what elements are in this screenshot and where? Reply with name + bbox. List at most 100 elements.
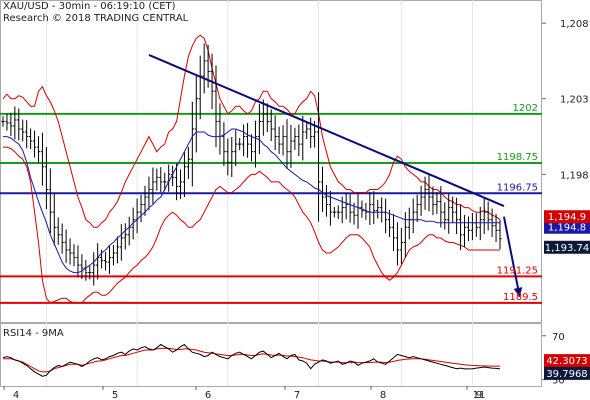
rsi-panel: RSI14 - 9MA 30 70 42.3073 39.7968 <box>2 328 590 387</box>
price-bar <box>466 216 471 242</box>
level-label: 1198.75 <box>497 152 538 163</box>
price-bar <box>478 206 482 241</box>
price-bar <box>1 116 5 127</box>
level-label: 1189.5 <box>503 292 538 303</box>
price-bar <box>427 175 431 212</box>
horizontal-levels <box>0 112 542 304</box>
price-bar <box>395 222 400 266</box>
price-bar <box>190 101 194 187</box>
price-bar <box>249 134 254 162</box>
price-bar <box>119 224 123 261</box>
price-tag-moving-average: 1,194.8 <box>544 220 590 234</box>
rsi-tick-label: 70 <box>552 332 565 343</box>
price-bar <box>242 124 246 157</box>
price-bar <box>76 245 80 278</box>
price-bar <box>123 223 127 250</box>
price-axis: 1,198 1,203 1,208 <box>542 19 589 181</box>
price-bar <box>305 121 309 140</box>
time-tick-label: 4 <box>13 390 19 400</box>
price-bar <box>151 167 155 204</box>
rsi-tag-text: 42.3073 <box>546 356 587 367</box>
trend-annotations <box>148 53 523 298</box>
price-tags: 1,194.8 1,193.74 1,194.9 <box>544 210 590 254</box>
price-bar <box>391 214 396 252</box>
price-bar <box>52 194 56 246</box>
price-bar <box>435 192 439 214</box>
price-bar <box>423 176 427 210</box>
price-bar <box>455 197 459 235</box>
time-axis: 4 5 6 7 8 911 <box>3 386 486 400</box>
price-tag-box <box>544 240 590 254</box>
price-bar <box>139 194 143 222</box>
price-tick-label: 1,198 <box>560 170 589 181</box>
price-tick-label: 1,203 <box>560 95 589 106</box>
price-bar <box>316 92 321 222</box>
price-bar <box>72 244 76 267</box>
price-bar <box>415 194 419 222</box>
price-bar <box>340 196 344 224</box>
price-bar <box>88 265 92 280</box>
price-bar <box>222 122 226 167</box>
time-tick-label: 11 <box>473 390 486 400</box>
price-bar <box>238 138 242 151</box>
price-bar <box>245 122 250 158</box>
price-bar <box>92 252 96 286</box>
price-bar <box>253 120 258 168</box>
level-label: 1196.75 <box>497 182 538 193</box>
price-bar <box>458 204 463 250</box>
price-bar <box>17 108 21 141</box>
price-tag-current: 1,193.74 <box>544 240 590 254</box>
price-bar <box>111 244 116 266</box>
price-bar <box>44 147 48 210</box>
moving-average <box>3 128 500 274</box>
price-bar <box>344 192 348 220</box>
price-bar <box>293 127 297 150</box>
price-bar <box>115 236 119 264</box>
price-bar <box>25 120 29 149</box>
price-bar <box>29 128 33 150</box>
price-bar <box>60 223 64 254</box>
price-bar <box>486 201 490 231</box>
price-bar <box>447 193 451 234</box>
price-bar <box>103 252 108 271</box>
price-bar <box>462 215 467 247</box>
price-bar <box>269 109 273 142</box>
price-panel-frame <box>0 0 542 323</box>
price-tag-box <box>544 220 590 234</box>
price-bar <box>13 106 17 140</box>
copyright-notice: Research © 2018 TRADING CENTRAL <box>3 13 189 24</box>
price-tag-text: 1,194.8 <box>548 223 586 234</box>
price-bar <box>261 99 265 136</box>
moving-average-line <box>3 128 500 274</box>
price-bar <box>482 197 486 235</box>
price-bar <box>155 168 159 191</box>
price-bar <box>5 113 9 131</box>
time-tick-label: 5 <box>112 390 118 400</box>
price-bar <box>320 166 325 213</box>
price-bar <box>273 115 277 151</box>
time-tick-label: 9 <box>476 390 482 400</box>
price-bar <box>387 209 392 238</box>
rsi-label: RSI14 - 9MA <box>3 328 64 339</box>
price-bar <box>332 206 336 218</box>
price-bar <box>9 112 13 137</box>
level-label: 1191.25 <box>497 265 538 276</box>
price-bar <box>143 185 147 216</box>
price-bar <box>281 125 285 156</box>
price-bar <box>48 168 52 234</box>
projection-arrow-line <box>502 216 521 298</box>
price-bar <box>451 196 455 224</box>
bollinger-upper-band <box>2 34 501 228</box>
bollinger-bands <box>2 34 501 304</box>
price-tag-bollinger: 1,194.9 <box>544 210 590 224</box>
price-bar <box>277 126 281 154</box>
time-tick-label: 7 <box>294 390 300 400</box>
price-bar <box>159 167 163 193</box>
price-bar <box>494 213 498 243</box>
rsi-tag-rsi: 39.7968 <box>544 366 590 380</box>
price-tag-text: 1,194.9 <box>548 212 586 223</box>
rsi-line <box>2 343 501 377</box>
price-bar <box>230 137 234 177</box>
price-bar <box>107 245 112 274</box>
rsi-tag-ma: 42.3073 <box>544 354 590 368</box>
